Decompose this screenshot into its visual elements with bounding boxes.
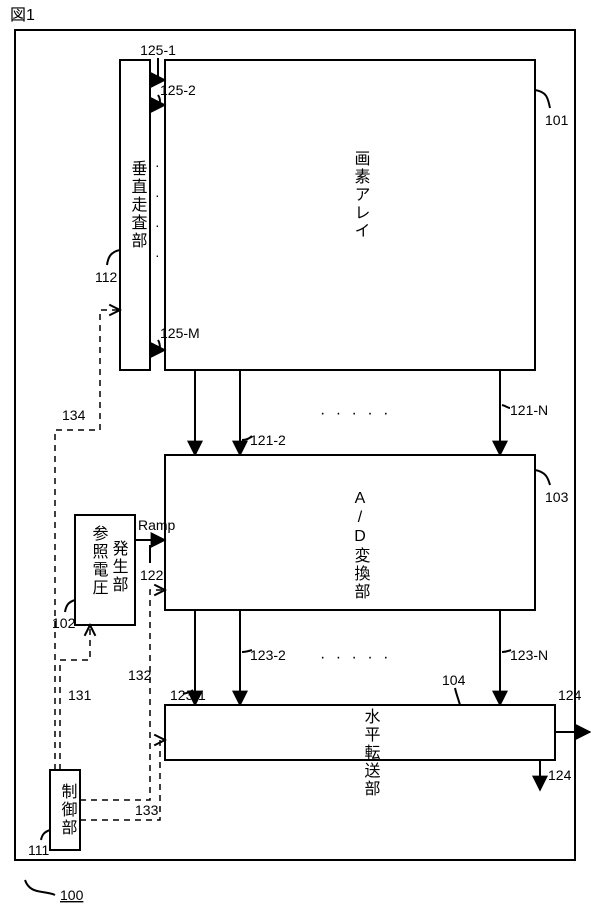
ramp-name: Ramp (138, 517, 176, 533)
refvolt-label-2: 発生部 (110, 540, 129, 594)
col-top-dots: · · · · · (320, 405, 391, 422)
row-dots2: · (155, 187, 160, 203)
row-label-1: 125-1 (140, 42, 176, 58)
ref-112: 112 (95, 269, 118, 285)
adc-block (165, 455, 535, 610)
pixel-array-block (165, 60, 535, 370)
vscan-label: 垂直走査部 (129, 160, 148, 250)
figure-title: 図1 (10, 7, 35, 24)
row-label-M: 125-M (160, 325, 200, 341)
ctrl-133-label: 133 (135, 802, 159, 818)
ramp-ref: 122 (140, 567, 164, 583)
id-pointer (25, 880, 55, 895)
ctrl-132-label: 132 (128, 667, 152, 683)
output-ref-2: 124 (558, 687, 582, 703)
col-bot-label-2: 123-2 (250, 647, 286, 663)
col-bot-label-1: 123-1 (170, 687, 206, 703)
refvolt-label-1: 参照電圧 (90, 525, 109, 597)
chip-id: 100 (60, 887, 84, 903)
pixel-array-label: 画素アレイ (352, 150, 371, 240)
ctrl-131-label: 131 (68, 687, 92, 703)
ctrl-134-label: 134 (62, 407, 86, 423)
col-bot-dots: · · · · · (320, 649, 391, 666)
ref-103: 103 (545, 489, 569, 505)
htransfer-block (165, 705, 555, 760)
col-bot-label-N: 123-N (510, 647, 548, 663)
control-label: 制御部 (59, 783, 78, 837)
ref-104: 104 (442, 672, 466, 688)
adc-label: A/D変換部 (352, 490, 371, 601)
row-dots4: · (155, 247, 160, 263)
col-top-label-N: 121-N (510, 402, 548, 418)
row-dots3: · (155, 217, 160, 233)
output-ref: 124 (548, 767, 572, 783)
row-label-2: 125-2 (160, 82, 196, 98)
ref-111: 111 (28, 842, 49, 858)
ref-101: 101 (545, 112, 569, 128)
row-dots: · (155, 157, 160, 173)
col-top-label-2: 121-2 (250, 432, 286, 448)
htransfer-label: 水平転送部 (362, 708, 381, 798)
